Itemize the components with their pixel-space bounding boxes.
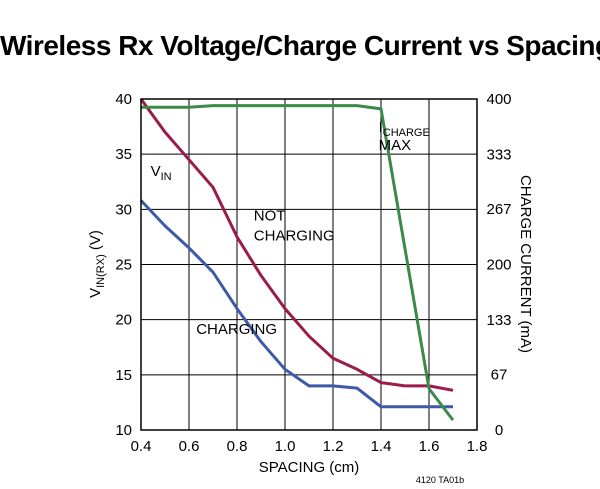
x-tick-label: 1.2 <box>323 438 344 455</box>
series-line-i-charge-max <box>141 104 455 422</box>
y-tick-label: 25 <box>115 257 132 274</box>
y2-tick-label: 200 <box>486 257 511 274</box>
series-layer <box>139 98 455 422</box>
y2-tick-labels: 0 67 133 200 267 333 400 <box>486 91 511 439</box>
x-tick-label: 1.4 <box>371 438 392 455</box>
y-axis-label: VIN(RX) (V) <box>87 230 107 298</box>
annotation-sub: IN <box>161 171 172 183</box>
series-line-not-charging <box>139 98 454 392</box>
y-tick-label: 20 <box>115 312 132 329</box>
annotation-label: ICHARGE <box>379 119 430 139</box>
x-tick-label: 1.6 <box>419 438 440 455</box>
annotation-sub: CHARGE <box>383 127 430 139</box>
x-tick-label: 0.4 <box>131 438 152 455</box>
x-tick-label: 0.8 <box>227 438 248 455</box>
y-tick-label: 10 <box>115 422 132 439</box>
annotation-label: NOT <box>254 207 286 224</box>
y-tick-label: 40 <box>115 91 132 108</box>
y2-tick-label: 400 <box>486 91 511 108</box>
y-axis-label-sub: IN(RX) <box>95 254 107 288</box>
chart-title: Wireless Rx Voltage/Charge Current vs Sp… <box>0 30 600 61</box>
x-tick-label: 1.8 <box>467 438 488 455</box>
y-axis-label-unit: (V) <box>87 230 104 254</box>
y-tick-labels: 10 15 20 25 30 35 40 <box>115 91 132 439</box>
annotation-main: I <box>379 119 383 136</box>
plot-frame <box>140 98 478 431</box>
x-axis-label: SPACING (cm) <box>259 459 360 476</box>
y2-axis-label: CHARGE CURRENT (mA) <box>517 175 534 353</box>
x-tick-label: 1.0 <box>275 438 296 455</box>
y-tick-label: 35 <box>115 146 132 163</box>
annotation-label: VIN <box>151 163 172 183</box>
series-line-charging <box>139 199 453 409</box>
x-tick-labels: 0.4 0.6 0.8 1.0 1.2 1.4 1.6 1.8 <box>131 438 488 455</box>
annotation-main: V <box>151 163 161 180</box>
figure-note: 4120 TA01b <box>416 475 464 485</box>
y2-tick-label: 67 <box>491 367 508 384</box>
y2-tick-label: 133 <box>486 312 511 329</box>
annotation-label: CHARGING <box>196 321 277 338</box>
y2-tick-label: 0 <box>495 422 503 439</box>
x-tick-label: 0.6 <box>179 438 200 455</box>
y2-tick-label: 333 <box>486 146 511 163</box>
y-tick-label: 15 <box>115 367 132 384</box>
annotation-label: CHARGING <box>254 227 335 244</box>
y-tick-label: 30 <box>115 201 132 218</box>
y-axis-label-main: V <box>87 288 104 298</box>
annotation-label-line2: MAX <box>379 137 412 154</box>
y2-tick-label: 267 <box>486 201 511 218</box>
